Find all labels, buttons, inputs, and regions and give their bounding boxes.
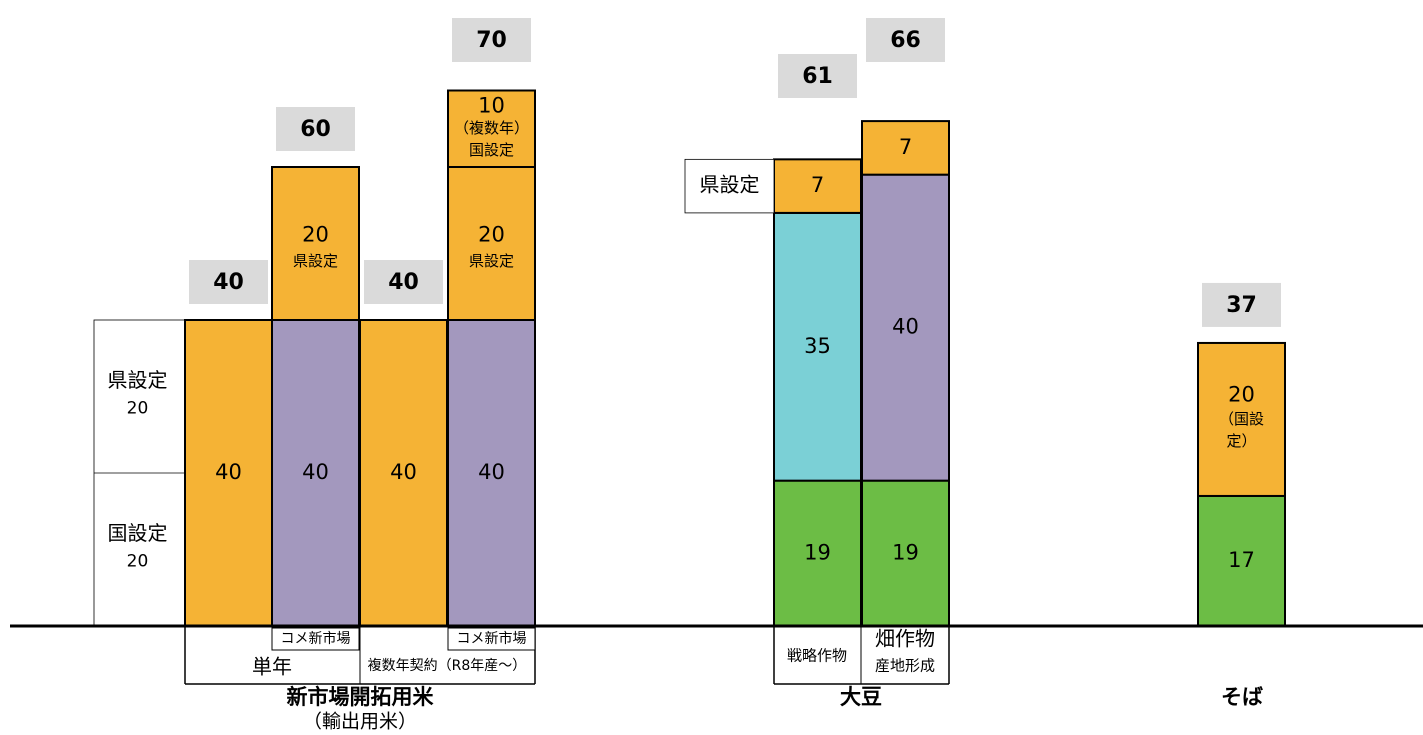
bar-segment-rice-single-0: [184, 319, 273, 627]
soy-prefecture-box: [684, 158, 775, 214]
total-box-rice-single-new: [276, 107, 355, 151]
bar-segment-rice-single-new-0: [271, 319, 360, 627]
segment-label: 40: [478, 460, 505, 484]
total-label-soy-field: 66: [890, 28, 921, 53]
bar-segment-buckwheat-bar-1: [1197, 341, 1286, 497]
side-box-label: 国設定: [108, 521, 168, 545]
total-label-rice-single: 40: [213, 270, 244, 295]
segment-label: 40: [390, 460, 417, 484]
bar-segment-soy-field-0: [861, 479, 950, 627]
bar-segment-rice-multi-0: [359, 319, 448, 627]
bar-segment-soy-strategic-2: [773, 158, 862, 214]
tag-label-rice-single-new: コメ新市場: [281, 630, 351, 647]
bar-segment-soy-strategic-1: [773, 211, 862, 482]
bar-segment-rice-single-new-1: [271, 166, 360, 321]
total-box-rice-multi: [364, 260, 443, 304]
segment-label: 20: [302, 223, 329, 247]
group-label-buckwheat: そば: [1221, 685, 1263, 709]
bar-segment-rice-multi-new-1: [447, 166, 536, 321]
tag-label-rice-multi-new: コメ新市場: [457, 630, 527, 647]
period-multi-label: 複数年契約（R8年産～）: [368, 657, 527, 674]
bar-segment-rice-multi-new-0: [447, 319, 536, 627]
total-box-soy-field: [866, 18, 945, 62]
tag-box-rice-multi-new: [447, 627, 536, 651]
segment-label: 20: [478, 223, 505, 247]
segment-label: （複数年）: [454, 119, 529, 137]
side-box-value: 20: [127, 399, 149, 419]
segment-label: 17: [1228, 548, 1255, 572]
segment-label: 19: [892, 540, 919, 564]
group-label-rice: 新市場開拓用米: [287, 685, 435, 709]
total-label-soy-strategic: 61: [802, 64, 833, 89]
side-box-label: 県設定: [108, 368, 168, 392]
bar-segment-soy-field-1: [861, 173, 950, 482]
side-box-value: 20: [127, 552, 149, 572]
total-label-buckwheat-bar: 37: [1226, 293, 1257, 318]
segment-label: 定）: [1226, 432, 1256, 450]
segment-label: 35: [804, 334, 831, 358]
total-box-buckwheat-bar: [1202, 282, 1281, 327]
group-sublabel-rice: （輸出用米）: [303, 711, 417, 733]
tag-label-soy-strategic: 戦略作物: [787, 647, 847, 665]
bar-segment-soy-strategic-0: [773, 479, 862, 627]
segment-label: 10: [478, 94, 505, 118]
segment-label: 7: [899, 135, 912, 159]
segment-label: 7: [811, 173, 824, 197]
segment-label: 県設定: [469, 252, 514, 270]
segment-label: 19: [804, 540, 831, 564]
bar-segment-soy-field-2: [861, 120, 950, 176]
tag-label-soy-field-line1: 畑作物: [875, 627, 935, 651]
tag-box-rice-single-new: [271, 627, 360, 651]
total-box-rice-single: [189, 260, 268, 304]
soy-prefecture-label: 県設定: [700, 173, 760, 197]
total-label-rice-single-new: 60: [300, 117, 331, 142]
total-box-rice-multi-new: [452, 18, 531, 62]
segment-label: （国設: [1219, 410, 1264, 428]
tag-label-soy-field-line2: 産地形成: [875, 657, 935, 675]
segment-label: 40: [892, 315, 919, 339]
segment-label: 国設定: [469, 141, 514, 159]
segment-label: 40: [215, 460, 242, 484]
total-label-rice-multi-new: 70: [476, 28, 507, 53]
bar-segment-rice-multi-new-2: [447, 89, 536, 168]
group-label-soy: 大豆: [840, 685, 882, 709]
segment-label: 県設定: [293, 252, 338, 270]
segment-label: 40: [302, 460, 329, 484]
total-label-rice-multi: 40: [388, 270, 419, 295]
period-single-label: 単年: [252, 655, 292, 679]
total-box-soy-strategic: [778, 54, 857, 98]
segment-label: 20: [1228, 382, 1255, 406]
